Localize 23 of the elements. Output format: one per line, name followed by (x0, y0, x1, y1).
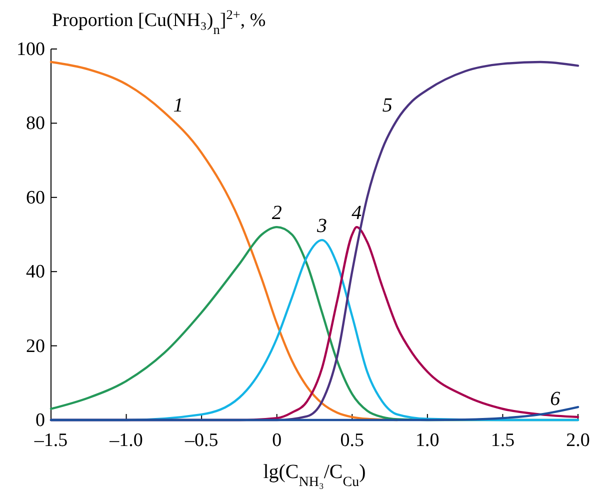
x-tick-label: 0 (272, 430, 282, 451)
x-tick-label: 0.5 (340, 430, 364, 451)
x-tick-label: –1.0 (108, 430, 143, 451)
y-axis-title: Proportion [Cu(NH₃)$_{n}$]$^{2+}$, % (52, 6, 266, 36)
series-label: 3 (316, 215, 328, 238)
x-tick-label: 1.5 (490, 430, 515, 451)
y-tick-label: 20 (26, 336, 45, 357)
series-label: 6 (550, 388, 560, 410)
x-tick-label: 1.0 (416, 430, 440, 451)
y-tick-label: 60 (26, 187, 45, 208)
series-label: 1 (173, 94, 184, 117)
y-tick-label: 0 (36, 410, 45, 431)
x-axis-title: lg(C$_{NH₃}$/C$_{Cu}$) (263, 461, 366, 490)
line-series (50, 406, 580, 422)
y-tick-label: 40 (26, 262, 45, 283)
series-label: 4 (352, 202, 362, 224)
series-label: 5 (382, 94, 392, 117)
y-tick-label: 100 (16, 39, 45, 60)
x-tick-label: –1.5 (33, 430, 68, 451)
x-tick-label: 2.0 (566, 430, 590, 451)
x-tick-label: –0.5 (184, 430, 218, 451)
series-label: 2 (272, 202, 282, 224)
y-tick-label: 80 (26, 113, 45, 134)
